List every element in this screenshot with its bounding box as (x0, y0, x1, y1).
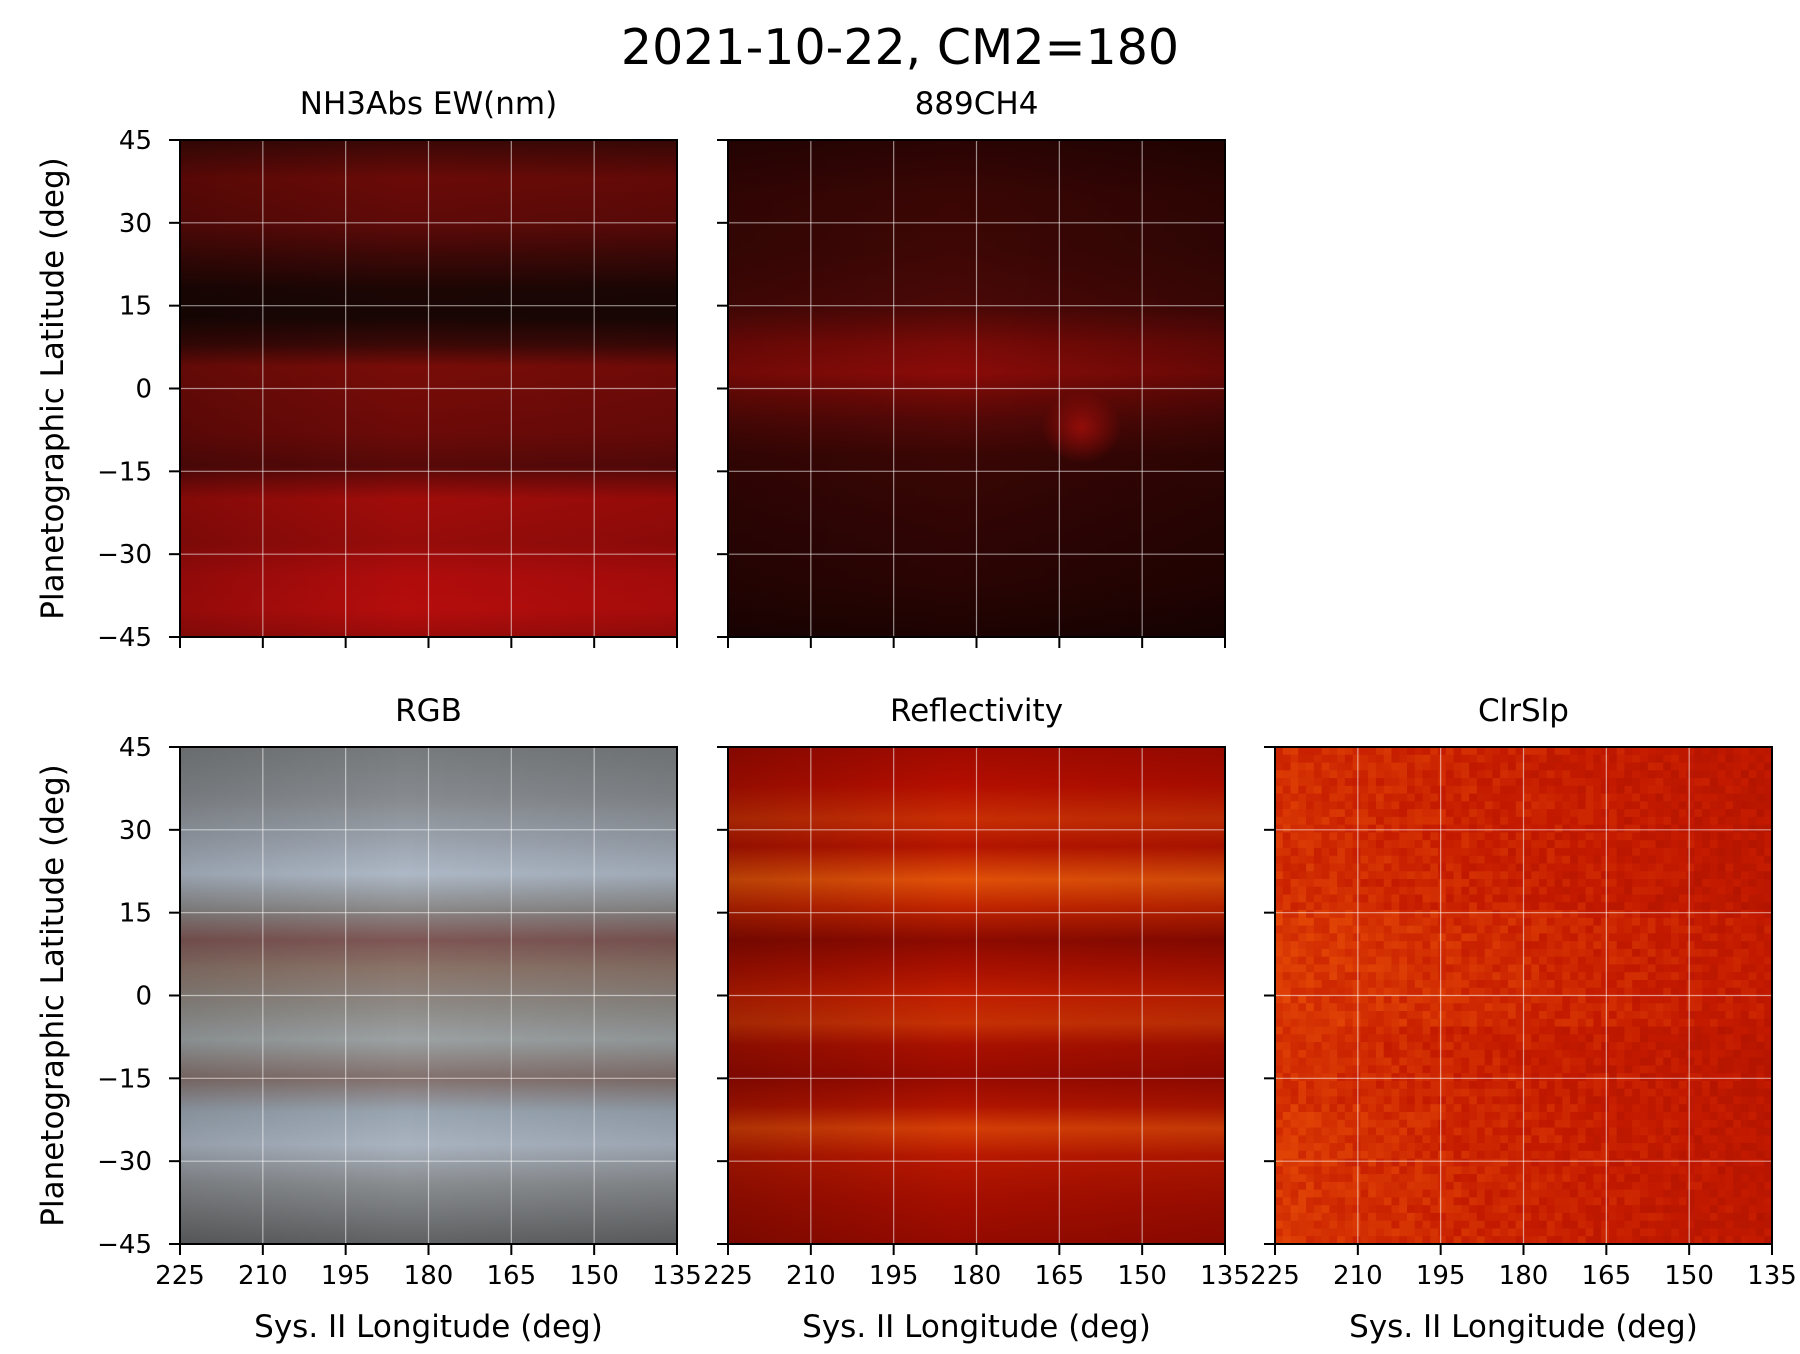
y-tick-label: −45 (97, 1230, 152, 1260)
x-tick-label: 150 (569, 1261, 619, 1291)
y-tick-label: 0 (135, 982, 152, 1012)
panel-nh3abs: 45 30 15 0 −15 −30 −45 NH3Abs EW(nm) Planetograp… (35, 86, 678, 653)
y-tick-label: 30 (119, 209, 152, 239)
grid (180, 747, 677, 1244)
panel-clrslp: 225 210 195 180 165 150 135 ClrSlp Sys. II Longi… (1250, 693, 1797, 1345)
y-tick-label: 15 (119, 899, 152, 929)
grid (1275, 747, 1772, 1244)
x-tick-label: 195 (1416, 1261, 1466, 1291)
x-tick-label: 180 (1499, 1261, 1549, 1291)
panel-rgb: 225 210 195 180 165 150 1354530150−15−30−45RGB… (35, 693, 702, 1345)
y-tick-label: −30 (97, 540, 152, 570)
x-tick-label: 195 (869, 1261, 919, 1291)
x-tick-label: 225 (155, 1261, 205, 1291)
heatmap-field (1275, 747, 1773, 1245)
x-tick-label: 225 (1250, 1261, 1300, 1291)
panel-title: RGB (395, 693, 462, 729)
x-axis-label: Sys. II Longitude (deg) (1349, 1309, 1698, 1345)
x-tick-label: 225 (703, 1261, 753, 1291)
x-tick-label: 210 (1333, 1261, 1383, 1291)
bright-spot (1041, 391, 1122, 464)
y-tick-label: 30 (119, 816, 152, 846)
y-tick-label: 45 (119, 733, 152, 763)
grid (728, 747, 1225, 1244)
x-tick-label: 195 (321, 1261, 371, 1291)
x-tick-label: 135 (1747, 1261, 1797, 1291)
x-tick-label: 150 (1664, 1261, 1714, 1291)
x-tick-label: 210 (786, 1261, 836, 1291)
y-tick-label: 15 (119, 292, 152, 322)
x-tick-label: 165 (1035, 1261, 1085, 1291)
y-tick-label: −15 (97, 1064, 152, 1094)
grid (180, 140, 677, 637)
y-tick-label: 0 (135, 375, 152, 405)
x-axis-label: Sys. II Longitude (deg) (254, 1309, 603, 1345)
panel-title: NH3Abs EW(nm) (300, 86, 557, 122)
y-tick-label: −15 (97, 457, 152, 487)
y-tick-label: 45 (119, 126, 152, 156)
panel-title: 889CH4 (915, 86, 1039, 122)
x-tick-label: 165 (1582, 1261, 1632, 1291)
panel-title: Reflectivity (890, 693, 1063, 729)
x-tick-label: 135 (1200, 1261, 1250, 1291)
x-tick-label: 180 (404, 1261, 454, 1291)
y-axis-label: Planetographic Latitude (deg) (35, 764, 71, 1226)
x-tick-label: 135 (652, 1261, 702, 1291)
x-tick-label: 210 (238, 1261, 288, 1291)
figure-title: 2021-10-22, CM2=180 (621, 19, 1179, 76)
panel-title: ClrSlp (1478, 693, 1569, 729)
y-axis-label: Planetographic Latitude (deg) (35, 157, 71, 619)
panel-reflectivity: 225 210 195 180 165 150 135 Reflectivity Sys. II… (703, 693, 1250, 1345)
x-tick-label: 165 (487, 1261, 537, 1291)
grid (728, 140, 1225, 637)
y-tick-label: −45 (97, 623, 152, 653)
panel-ch4: 889CH4 (717, 86, 1226, 648)
y-tick-label: −30 (97, 1147, 152, 1177)
x-tick-label: 180 (952, 1261, 1002, 1291)
x-tick-label: 150 (1117, 1261, 1167, 1291)
x-axis-label: Sys. II Longitude (deg) (802, 1309, 1151, 1345)
